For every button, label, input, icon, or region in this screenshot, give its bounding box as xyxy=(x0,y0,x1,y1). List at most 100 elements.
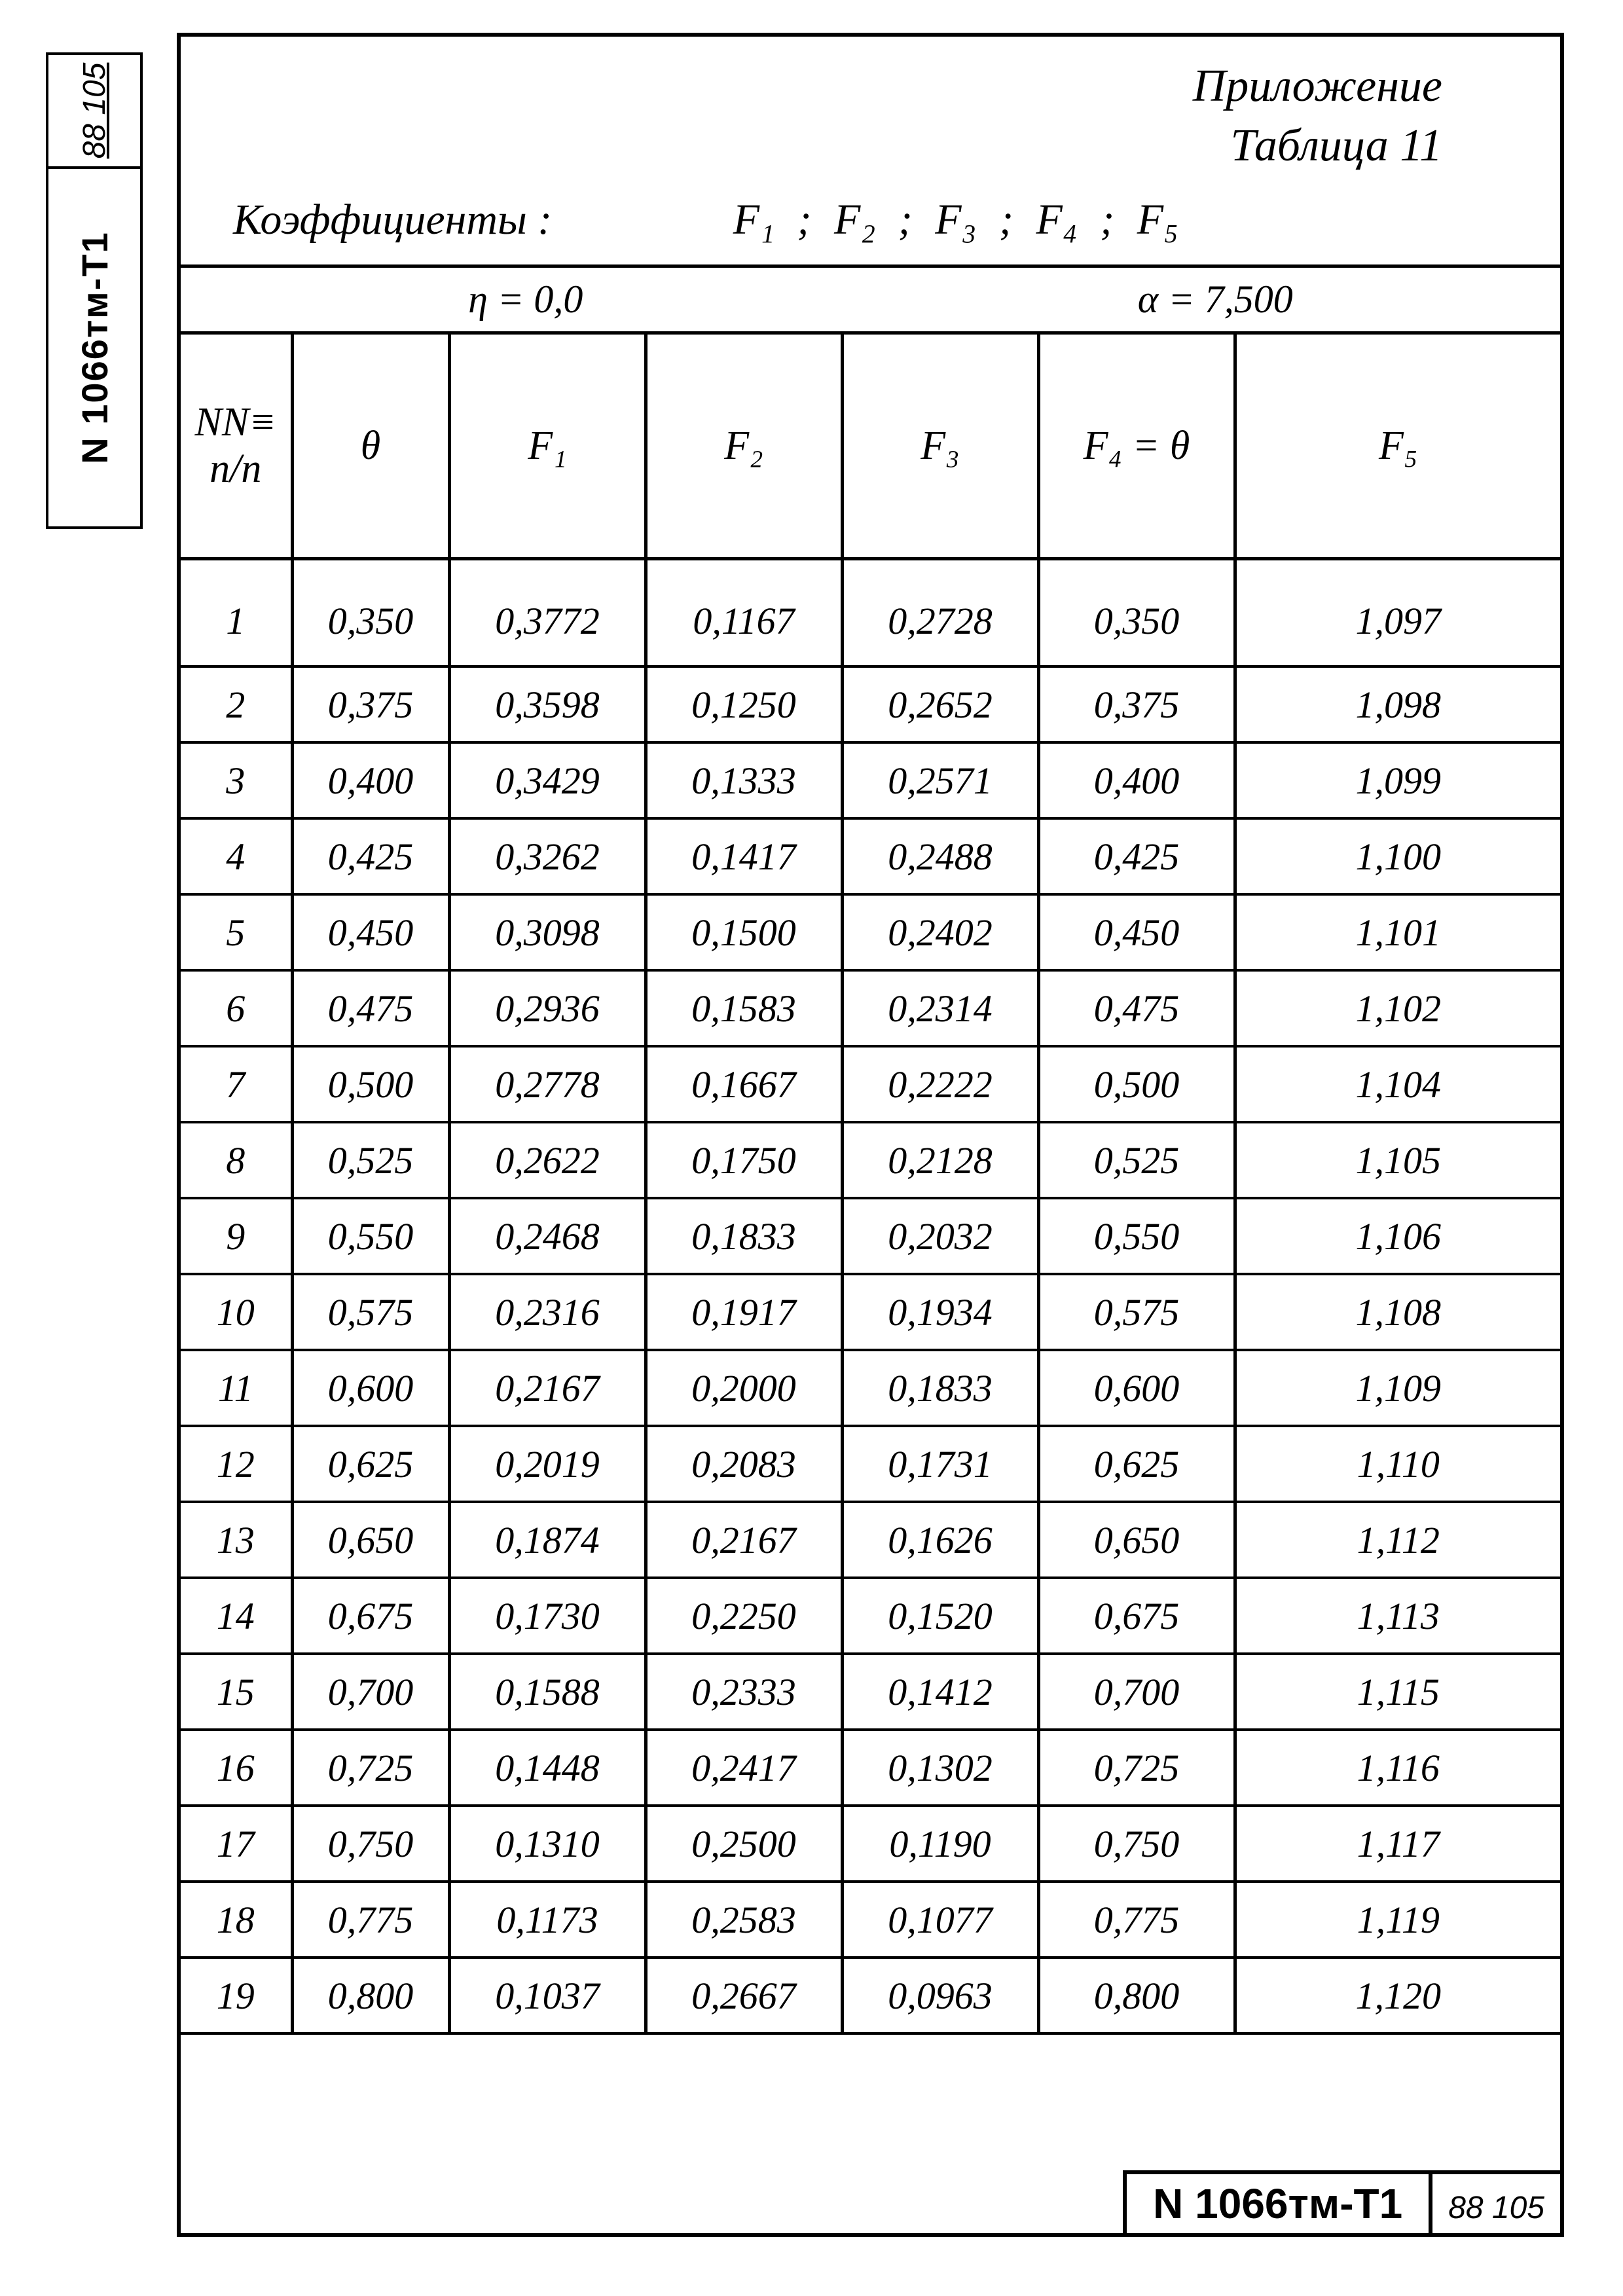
table-cell: 3 xyxy=(181,742,292,818)
table-cell: 0,550 xyxy=(1038,1198,1235,1274)
table-cell: 0,1750 xyxy=(646,1122,842,1198)
table-cell: 1,102 xyxy=(1235,970,1560,1046)
table-cell: 0,3429 xyxy=(449,742,646,818)
header-right: Приложение Таблица 11 xyxy=(220,56,1521,175)
table-cell: 13 xyxy=(181,1502,292,1578)
table-row: 20,3750,35980,12500,26520,3751,098 xyxy=(181,666,1560,742)
table-cell: 0,400 xyxy=(292,742,449,818)
side-stamp-divider xyxy=(48,166,140,169)
table-cell: 0,1731 xyxy=(842,1426,1038,1502)
table-cell: 0,500 xyxy=(292,1046,449,1122)
table-row: 110,6000,21670,20000,18330,6001,109 xyxy=(181,1350,1560,1426)
table-cell: 14 xyxy=(181,1578,292,1654)
table-cell: 0,1173 xyxy=(449,1882,646,1958)
table-cell: 1,110 xyxy=(1235,1426,1560,1502)
table-cell: 0,2000 xyxy=(646,1350,842,1426)
table-cell: 0,1302 xyxy=(842,1730,1038,1806)
table-cell: 0,2128 xyxy=(842,1122,1038,1198)
table-cell: 0,725 xyxy=(292,1730,449,1806)
table-cell: 0,2167 xyxy=(646,1502,842,1578)
table-row: 70,5000,27780,16670,22220,5001,104 xyxy=(181,1046,1560,1122)
table-cell: 0,1667 xyxy=(646,1046,842,1122)
footer-page: 88 105 xyxy=(1432,2174,1560,2233)
table-cell: 11 xyxy=(181,1350,292,1426)
header-block: Приложение Таблица 11 Коэффициенты : F₁ … xyxy=(181,37,1560,264)
col-f3: F₃ xyxy=(842,335,1038,559)
table-cell: 0,2622 xyxy=(449,1122,646,1198)
table-cell: 0,2402 xyxy=(842,894,1038,970)
table-cell: 0,2250 xyxy=(646,1578,842,1654)
table-cell: 0,500 xyxy=(1038,1046,1235,1122)
table-cell: 0,700 xyxy=(1038,1654,1235,1730)
table-cell: 1,101 xyxy=(1235,894,1560,970)
table-cell: 0,525 xyxy=(292,1122,449,1198)
table-cell: 0,775 xyxy=(1038,1882,1235,1958)
table-cell: 0,600 xyxy=(292,1350,449,1426)
coefficients-list: F₁ ; F₂ ; F₃ ; F₄ ; F₅ xyxy=(733,195,1178,245)
table-cell: 0,700 xyxy=(292,1654,449,1730)
table-row: 50,4500,30980,15000,24020,4501,101 xyxy=(181,894,1560,970)
table-cell: 0,800 xyxy=(1038,1958,1235,2033)
table-cell: 0,1730 xyxy=(449,1578,646,1654)
table-row: 120,6250,20190,20830,17310,6251,110 xyxy=(181,1426,1560,1502)
table-cell: 18 xyxy=(181,1882,292,1958)
table-cell: 15 xyxy=(181,1654,292,1730)
table-cell: 12 xyxy=(181,1426,292,1502)
table-body: 10,3500,37720,11670,27280,3501,09720,375… xyxy=(181,559,1560,2034)
table-cell: 0,2652 xyxy=(842,666,1038,742)
param-alpha: α = 7,500 xyxy=(871,268,1561,331)
table-cell: 0,1583 xyxy=(646,970,842,1046)
table-cell: 1,105 xyxy=(1235,1122,1560,1198)
col-f2: F₂ xyxy=(646,335,842,559)
table-cell: 0,750 xyxy=(1038,1806,1235,1882)
param-eta: η = 0,0 xyxy=(181,268,871,331)
table-row: 190,8000,10370,26670,09630,8001,120 xyxy=(181,1958,1560,2033)
table-cell: 0,2316 xyxy=(449,1274,646,1350)
table-cell: 1,113 xyxy=(1235,1578,1560,1654)
table-cell: 0,1833 xyxy=(646,1198,842,1274)
table-cell: 0,2468 xyxy=(449,1198,646,1274)
table-cell: 1,112 xyxy=(1235,1502,1560,1578)
table-cell: 0,375 xyxy=(1038,666,1235,742)
table-cell: 0,575 xyxy=(292,1274,449,1350)
table-cell: 1,108 xyxy=(1235,1274,1560,1350)
table-cell: 0,1500 xyxy=(646,894,842,970)
col-nn: NN≡ п/п xyxy=(181,335,292,559)
table-cell: 0,425 xyxy=(292,818,449,894)
table-cell: 0,425 xyxy=(1038,818,1235,894)
table-row: 140,6750,17300,22500,15200,6751,113 xyxy=(181,1578,1560,1654)
table-cell: 1,098 xyxy=(1235,666,1560,742)
table-cell: 0,3262 xyxy=(449,818,646,894)
side-stamp: N 1066тм-Т1 88 105 xyxy=(46,52,143,529)
table-cell: 0,3098 xyxy=(449,894,646,970)
table-cell: 9 xyxy=(181,1198,292,1274)
table-cell: 0,1310 xyxy=(449,1806,646,1882)
table-cell: 0,725 xyxy=(1038,1730,1235,1806)
appendix-label: Приложение xyxy=(220,56,1442,116)
table-cell: 0,550 xyxy=(292,1198,449,1274)
table-row: 130,6500,18740,21670,16260,6501,112 xyxy=(181,1502,1560,1578)
table-row: 40,4250,32620,14170,24880,4251,100 xyxy=(181,818,1560,894)
table-cell: 0,800 xyxy=(292,1958,449,2033)
table-cell: 0,2417 xyxy=(646,1730,842,1806)
table-cell: 0,375 xyxy=(292,666,449,742)
table-row: 170,7500,13100,25000,11900,7501,117 xyxy=(181,1806,1560,1882)
table-cell: 0,675 xyxy=(1038,1578,1235,1654)
coefficients-table: NN≡ п/п θ F₁ F₂ F₃ F₄ = θ F₅ 10,3500,377… xyxy=(181,335,1560,2035)
table-cell: 1,106 xyxy=(1235,1198,1560,1274)
table-cell: 0,2728 xyxy=(842,559,1038,667)
table-cell: 1,104 xyxy=(1235,1046,1560,1122)
table-row: 80,5250,26220,17500,21280,5251,105 xyxy=(181,1122,1560,1198)
table-cell: 6 xyxy=(181,970,292,1046)
table-cell: 0,475 xyxy=(292,970,449,1046)
table-cell: 0,2667 xyxy=(646,1958,842,2033)
table-cell: 0,1874 xyxy=(449,1502,646,1578)
table-cell: 0,2222 xyxy=(842,1046,1038,1122)
table-cell: 0,1412 xyxy=(842,1654,1038,1730)
table-cell: 0,650 xyxy=(292,1502,449,1578)
table-cell: 0,450 xyxy=(1038,894,1235,970)
table-cell: 1,099 xyxy=(1235,742,1560,818)
table-cell: 0,1626 xyxy=(842,1502,1038,1578)
table-cell: 1,116 xyxy=(1235,1730,1560,1806)
table-cell: 0,1417 xyxy=(646,818,842,894)
